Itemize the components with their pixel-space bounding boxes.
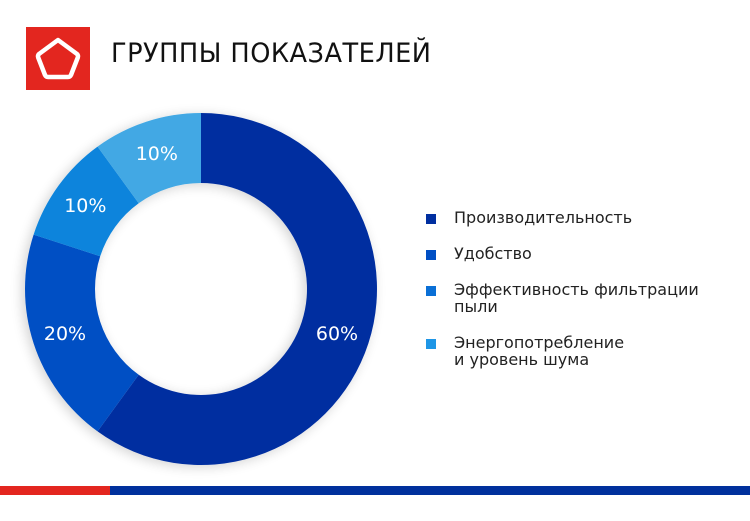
logo [26,27,90,90]
slice-value-label: 10% [136,143,178,165]
page-title: ГРУППЫ ПОКАЗАТЕЛЕЙ [111,38,432,69]
donut-slice [25,234,139,432]
legend-item: Удобство [426,245,699,262]
donut-slice [33,146,139,257]
chart-legend: Производительность Удобство Эффективност… [426,209,699,387]
legend-label: Удобство [454,244,532,263]
slice-value-label: 60% [316,323,358,345]
legend-label: Энергопотребление и уровень шума [454,333,625,369]
donut-slice [97,113,201,204]
legend-item: Энергопотребление и уровень шума [426,334,699,368]
slice-value-label: 20% [44,323,86,345]
donut-chart: 60% 20% 10% 10% [25,113,378,466]
donut-slice [97,113,378,466]
legend-item: Производительность [426,209,699,226]
legend-swatch [426,250,436,260]
footer-bar-red [0,486,110,495]
legend-label: Производительность [454,208,633,227]
slice-value-label: 10% [64,195,106,217]
legend-item: Эффективность фильтрации пыли [426,281,699,315]
legend-label: Эффективность фильтрации пыли [454,280,699,316]
legend-swatch [426,286,436,296]
legend-swatch [426,214,436,224]
legend-swatch [426,339,436,349]
footer-bar-blue [110,486,750,495]
pentagon-icon [35,37,81,80]
